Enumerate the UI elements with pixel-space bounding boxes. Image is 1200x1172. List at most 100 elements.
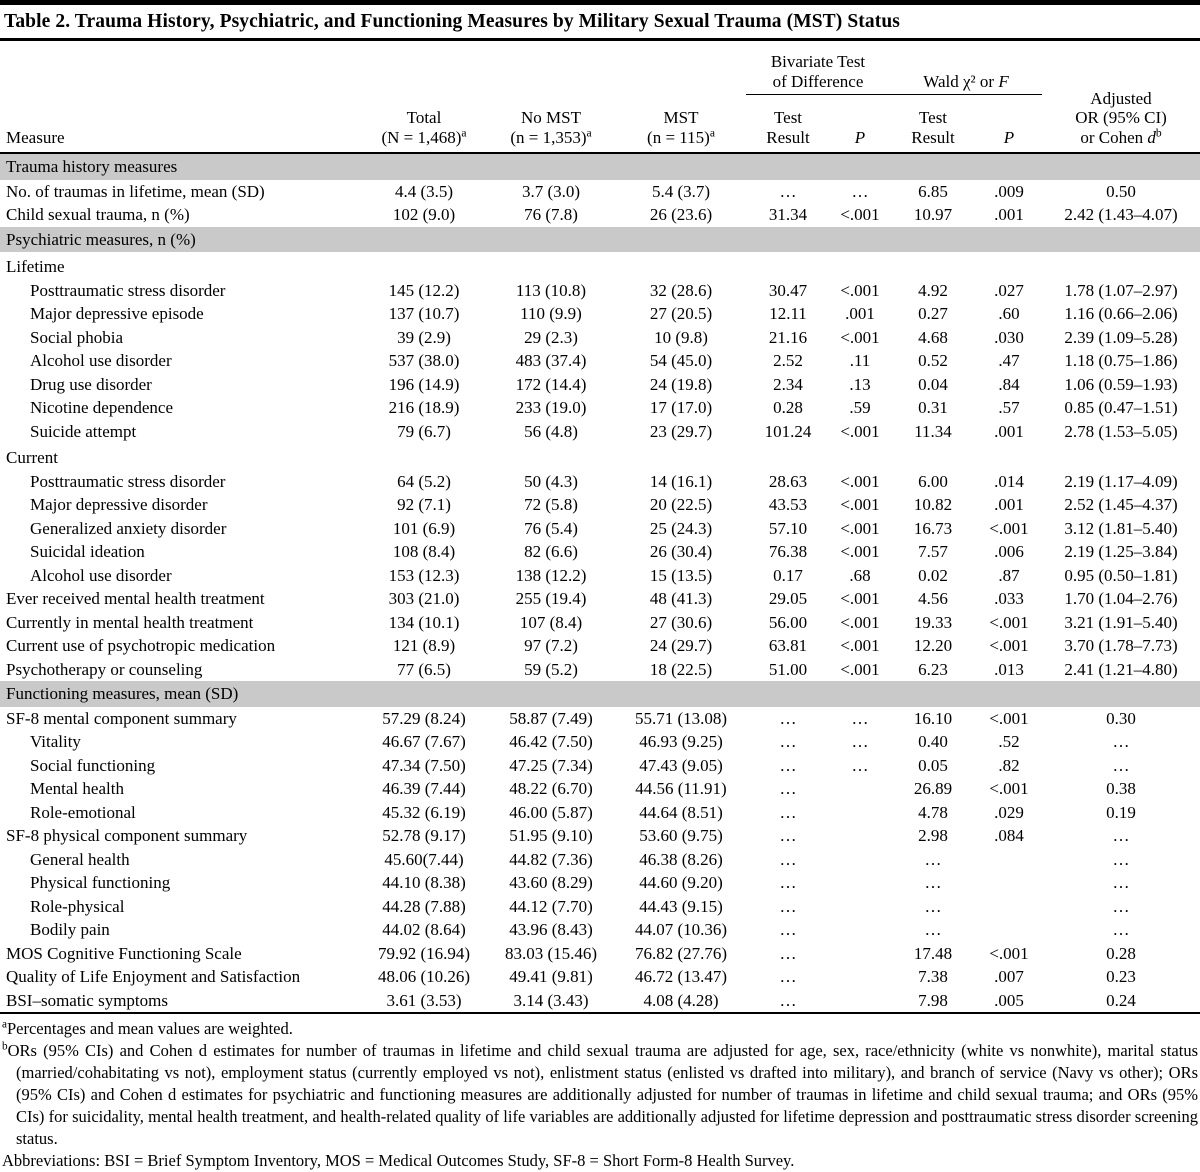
col-header-adjusted: Adjusted OR (95% CI) or Cohen db — [1042, 41, 1200, 154]
value-cell: .001 — [994, 421, 1024, 441]
table-row: MOS Cognitive Functioning Scale 79.92 (16… — [0, 942, 1200, 966]
value-cell: 27 (30.6) — [649, 612, 713, 632]
measure-cell: General health — [30, 849, 130, 869]
value-cell: 26.89 — [913, 779, 953, 798]
measure-cell: Child sexual trauma, n (%) — [6, 205, 190, 224]
value-cell: … — [1112, 849, 1130, 869]
measure-cell: BSI–somatic symptoms — [6, 990, 168, 1010]
value-cell: 4.08 (4.28) — [643, 990, 719, 1010]
value-cell: 56.00 — [768, 612, 808, 632]
value-cell: <.001 — [840, 205, 880, 224]
value-cell: .001 — [845, 304, 875, 323]
value-cell: 1.78 (1.07–2.97) — [1064, 280, 1178, 300]
table-row: Generalized anxiety disorder 101 (6.9) 76 … — [0, 517, 1200, 541]
section-row: Psychiatric measures, n (%) — [0, 226, 1200, 252]
wald-label: Wald χ² or — [923, 71, 999, 91]
value-cell — [830, 824, 890, 848]
table-row: Mental health 46.39 (7.44) 48.22 (6.70) 44.… — [0, 777, 1200, 801]
value-cell: … — [1112, 896, 1130, 916]
col-header-wald-p: P — [976, 94, 1042, 154]
value-cell: 3.12 (1.81–5.40) — [1064, 518, 1178, 538]
col-header-no-mst: No MST (n = 1,353)a — [486, 41, 616, 154]
value-cell: … — [1112, 755, 1130, 775]
measure-cell: Role-emotional — [30, 802, 136, 822]
value-cell: <.001 — [989, 779, 1029, 798]
measure-cell: Quality of Life Enjoyment and Satisfacti… — [6, 967, 301, 986]
value-cell: 44.02 (8.64) — [382, 920, 466, 939]
value-cell — [976, 871, 1042, 895]
value-cell: 137 (10.7) — [388, 304, 460, 323]
value-cell: 19.33 — [913, 612, 953, 632]
no-mst-label: No MST — [521, 108, 581, 128]
footnote-abbreviations: Abbreviations: BSI = Brief Symptom Inven… — [2, 1151, 795, 1170]
value-cell: .60 — [998, 304, 1020, 323]
value-cell: 57.10 — [768, 518, 808, 538]
value-cell: 52.78 (9.17) — [382, 826, 466, 845]
value-cell: 55.71 (13.08) — [634, 708, 728, 728]
value-cell: … — [924, 920, 942, 939]
subsection-row: Lifetime — [0, 252, 1200, 279]
value-cell: 20 (22.5) — [649, 495, 713, 514]
wald-f-symbol: F — [998, 71, 1009, 91]
table-row: Social phobia 39 (2.9) 29 (2.3) 10 (9.8) 21.… — [0, 326, 1200, 350]
value-cell: 46.38 (8.26) — [639, 849, 723, 869]
value-cell: 83.03 (15.46) — [504, 943, 598, 963]
value-cell: 14 (16.1) — [649, 471, 713, 491]
value-cell: 3.70 (1.78–7.73) — [1064, 636, 1178, 655]
total-n: (N = 1,468) — [381, 127, 462, 147]
value-cell: … — [851, 181, 869, 201]
measure-cell: Drug use disorder — [30, 374, 152, 394]
value-cell: 2.42 (1.43–4.07) — [1064, 205, 1178, 224]
value-cell: … — [779, 826, 797, 845]
measure-cell: Bodily pain — [30, 920, 110, 939]
table-row: Bodily pain 44.02 (8.64) 43.96 (8.43) 44.07… — [0, 918, 1200, 942]
value-cell: 44.10 (8.38) — [382, 873, 466, 892]
value-cell — [830, 871, 890, 895]
value-cell: 0.50 — [1106, 181, 1136, 201]
table-row: Posttraumatic stress disorder 145 (12.2) 1… — [0, 279, 1200, 303]
adjusted-line2: OR (95% CI) — [1075, 108, 1167, 128]
value-cell: 51.00 — [768, 659, 808, 679]
value-cell: … — [851, 732, 869, 751]
value-cell: 58.87 (7.49) — [509, 708, 593, 728]
value-cell: .57 — [998, 398, 1020, 417]
value-cell: .001 — [994, 205, 1024, 224]
measure-cell: Currently in mental health treatment — [6, 612, 254, 632]
value-cell: 47.43 (9.05) — [639, 755, 723, 775]
value-cell: 0.23 — [1106, 967, 1136, 986]
col-header-measure: Measure — [0, 41, 362, 154]
col-header-bivariate-p: P — [830, 94, 890, 154]
value-cell: 18 (22.5) — [649, 659, 713, 679]
value-cell: 10.82 — [913, 495, 953, 514]
value-cell: 172 (14.4) — [515, 374, 587, 394]
footnote-a: aPercentages and mean values are weighte… — [2, 1018, 1198, 1040]
value-cell: 2.19 (1.25–3.84) — [1064, 542, 1178, 561]
section-label: Functioning measures, mean (SD) — [0, 681, 1200, 707]
measure-cell: Current use of psychotropic medication — [6, 636, 276, 655]
value-cell: 2.78 (1.53–5.05) — [1064, 421, 1178, 441]
value-cell: 54 (45.0) — [649, 351, 713, 370]
value-cell: 2.19 (1.17–4.09) — [1064, 471, 1178, 491]
value-cell: 2.34 — [773, 374, 803, 394]
value-cell: 0.31 — [918, 398, 948, 417]
value-cell: 3.21 (1.91–5.40) — [1064, 612, 1178, 632]
value-cell: 6.85 — [918, 181, 948, 201]
value-cell: 0.05 — [918, 755, 948, 775]
value-cell: 196 (14.9) — [388, 374, 460, 394]
value-cell — [830, 777, 890, 801]
section-label: Psychiatric measures, n (%) — [0, 226, 1200, 252]
value-cell: 48.22 (6.70) — [509, 779, 593, 798]
value-cell: 5.4 (3.7) — [651, 181, 711, 201]
table-row: Social functioning 47.34 (7.50) 47.25 (7.3… — [0, 754, 1200, 778]
value-cell: … — [779, 802, 797, 822]
value-cell: 44.07 (10.36) — [634, 920, 728, 939]
cohen-d-symbol: d — [1147, 127, 1156, 147]
value-cell: 39 (2.9) — [397, 327, 451, 347]
table-row: Current use of psychotropic medication 12… — [0, 634, 1200, 658]
value-cell: 0.19 — [1106, 802, 1136, 822]
value-cell: 113 (10.8) — [515, 280, 587, 300]
value-cell: 0.40 — [918, 732, 948, 751]
value-cell: 56 (4.8) — [524, 421, 578, 441]
table-row: Currently in mental health treatment 134 … — [0, 611, 1200, 635]
value-cell: 27 (20.5) — [649, 304, 713, 323]
